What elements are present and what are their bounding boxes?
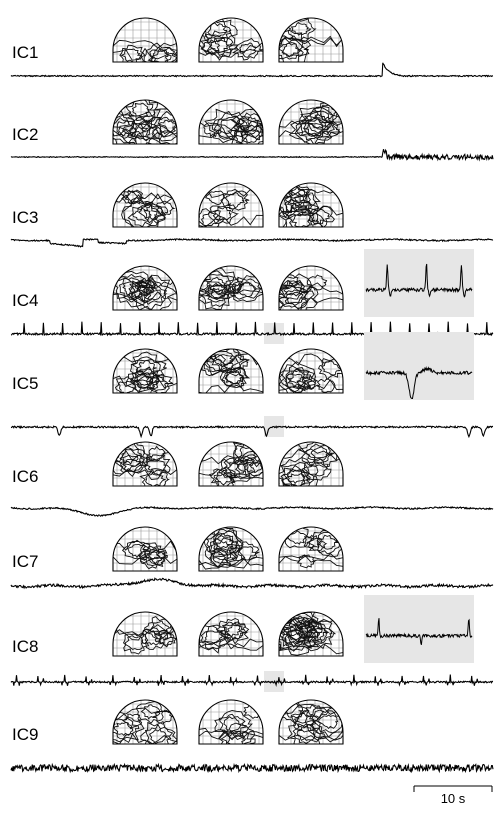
component-row: IC5	[10, 332, 494, 439]
component-timecourse	[10, 674, 494, 687]
scalp-map	[198, 441, 264, 487]
scalp-map	[198, 17, 264, 63]
component-label: IC5	[12, 374, 38, 393]
scalp-map	[278, 265, 344, 311]
component-timecourse	[10, 148, 494, 162]
scalp-map	[112, 99, 178, 145]
component-label: IC3	[12, 208, 38, 227]
component-row: IC1	[10, 17, 494, 78]
component-row: IC3	[10, 182, 494, 248]
scalp-map	[278, 699, 344, 745]
component-row: IC4	[10, 249, 494, 344]
component-timecourse	[10, 762, 494, 774]
scalp-map	[278, 182, 344, 228]
scalp-map	[198, 265, 264, 311]
component-label: IC9	[12, 725, 38, 744]
scalp-map	[112, 348, 178, 394]
scalp-map	[112, 526, 178, 572]
scalp-map	[278, 17, 344, 63]
scalp-map	[278, 441, 344, 487]
scalp-map	[112, 182, 178, 228]
scalp-map	[198, 348, 264, 394]
scalp-map	[112, 265, 178, 311]
component-timecourse	[10, 505, 494, 518]
scalp-map	[198, 611, 264, 657]
scalp-map	[198, 99, 264, 145]
scalp-map	[112, 441, 178, 487]
component-timecourse	[10, 577, 494, 590]
component-row: IC7	[10, 526, 494, 590]
scalp-map	[278, 99, 344, 145]
scalebar-label: 10 s	[441, 791, 466, 806]
component-row: IC2	[10, 99, 494, 162]
scalp-map	[198, 699, 264, 745]
scalp-map	[112, 17, 178, 63]
zoomed-inset	[364, 332, 474, 400]
scalp-map	[198, 182, 264, 228]
scalp-map	[278, 348, 344, 394]
component-label: IC7	[12, 552, 38, 571]
component-row: IC9	[10, 699, 494, 774]
component-label: IC1	[12, 43, 38, 62]
zoomed-trace	[365, 618, 473, 645]
component-timecourse	[10, 237, 494, 248]
scalp-map	[278, 611, 344, 657]
zoomed-trace	[365, 263, 473, 298]
component-label: IC2	[12, 125, 38, 144]
zoomed-inset	[364, 249, 474, 317]
zoomed-trace	[365, 365, 473, 399]
component-row: IC6	[10, 441, 494, 518]
scalp-map	[278, 526, 344, 572]
component-timecourse	[10, 62, 494, 78]
component-label: IC6	[12, 467, 38, 486]
component-row: IC8	[10, 595, 494, 692]
scalp-map	[198, 526, 264, 572]
component-label: IC4	[12, 291, 38, 310]
scalp-map	[112, 699, 178, 745]
time-scalebar: 10 s	[413, 785, 493, 806]
scalp-map	[112, 611, 178, 657]
component-timecourse	[10, 424, 494, 439]
component-label: IC8	[12, 637, 38, 656]
zoomed-inset	[364, 595, 474, 663]
